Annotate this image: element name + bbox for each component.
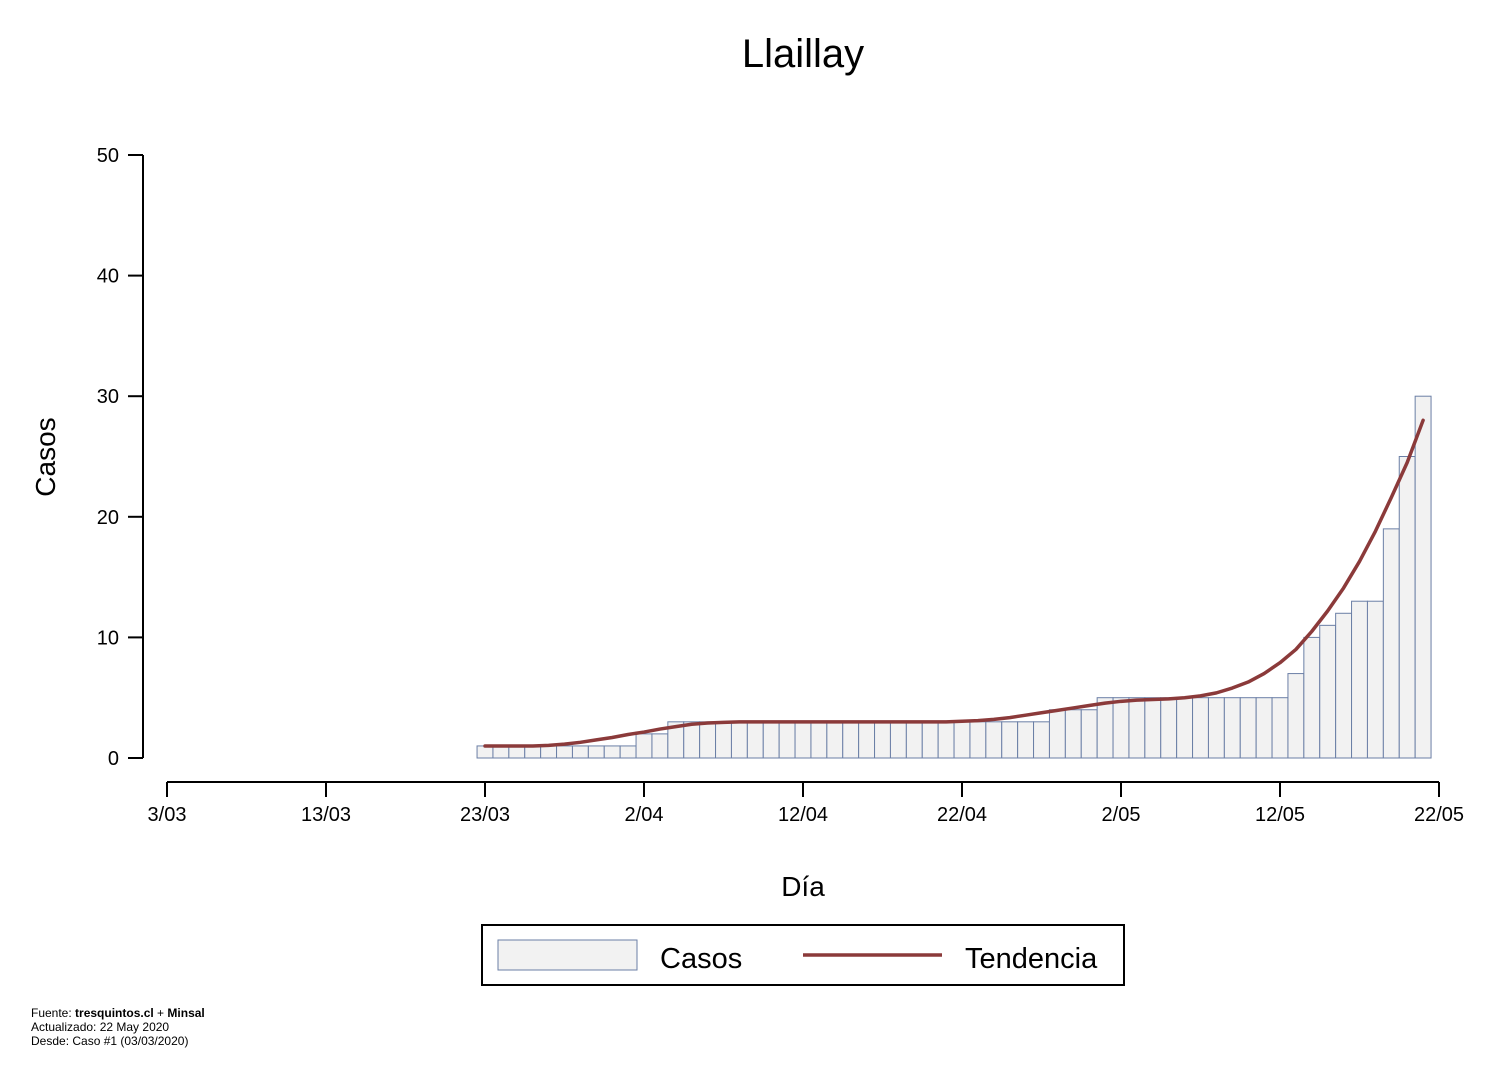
bar xyxy=(540,745,558,759)
bar xyxy=(778,721,796,759)
bar xyxy=(874,721,891,759)
x-tick-label: 23/03 xyxy=(460,804,510,826)
bar xyxy=(651,733,669,759)
footer-source: Fuente: tresquintos.cl + Minsal xyxy=(31,1006,205,1020)
chart-title: Llaillay xyxy=(742,32,864,76)
bar xyxy=(937,721,955,759)
bar xyxy=(1366,600,1384,759)
y-tick-label: 0 xyxy=(108,748,119,770)
bar xyxy=(1303,636,1321,759)
bar xyxy=(1112,697,1130,759)
bar xyxy=(1223,697,1241,759)
bar xyxy=(1096,697,1114,759)
bar xyxy=(953,721,971,759)
bar xyxy=(603,745,621,759)
bar xyxy=(683,721,701,759)
legend-swatch-casos xyxy=(497,939,638,971)
y-tick-label: 10 xyxy=(97,627,119,649)
bar xyxy=(858,721,876,759)
bar xyxy=(1414,395,1432,759)
bar xyxy=(1382,528,1400,759)
bar xyxy=(921,721,939,759)
bar xyxy=(1207,697,1225,759)
bar xyxy=(1255,697,1273,759)
x-tick-label: 13/03 xyxy=(301,804,351,826)
bar xyxy=(1144,697,1162,759)
bar xyxy=(556,745,573,759)
bar xyxy=(826,721,844,759)
footer-updated: Actualizado: 22 May 2020 xyxy=(31,1020,170,1034)
trend-line xyxy=(483,418,1425,748)
x-tick-label: 12/04 xyxy=(778,804,828,826)
bar xyxy=(715,721,732,759)
bar xyxy=(730,721,748,759)
bar xyxy=(1160,697,1178,759)
bar xyxy=(587,745,605,759)
bar xyxy=(619,745,637,759)
bar xyxy=(1017,721,1035,759)
bar xyxy=(635,733,653,759)
x-tick-label: 2/04 xyxy=(625,804,664,826)
x-axis-label: Día xyxy=(781,871,825,902)
bar xyxy=(508,745,526,759)
x-tick-label: 22/04 xyxy=(937,804,987,826)
bar xyxy=(1080,709,1098,759)
bar xyxy=(492,745,510,759)
legend-label-casos: Casos xyxy=(660,943,742,975)
x-tick-label: 2/05 xyxy=(1102,804,1141,826)
bar xyxy=(1239,697,1257,759)
bar xyxy=(969,721,987,759)
bar xyxy=(1335,612,1353,759)
bar xyxy=(1176,697,1194,759)
bar xyxy=(1064,709,1082,759)
footer: Fuente: tresquintos.cl + Minsal Actualiz… xyxy=(31,1006,205,1048)
y-axis-label: Casos xyxy=(30,417,61,496)
legend: Casos Tendencia xyxy=(481,924,1125,986)
x-tick-label: 3/03 xyxy=(148,804,187,826)
y-tick-label: 40 xyxy=(97,266,119,288)
bar xyxy=(842,721,860,759)
legend-label-tendencia: Tendencia xyxy=(965,943,1098,975)
bar xyxy=(1319,624,1337,759)
bar xyxy=(1271,697,1289,759)
bar xyxy=(1048,709,1066,759)
y-tick-label: 50 xyxy=(97,145,119,167)
y-tick-label: 30 xyxy=(97,386,119,408)
bar xyxy=(905,721,923,759)
x-ticks: 3/03 13/03 23/03 2/04 12/04 22/04 2/05 12/05 22/… xyxy=(148,782,1464,826)
bar xyxy=(1192,697,1209,759)
bar xyxy=(1351,600,1368,759)
bar xyxy=(699,721,717,759)
bar xyxy=(1033,721,1050,759)
bar xyxy=(1001,721,1019,759)
bar xyxy=(889,721,907,759)
x-tick-label: 22/05 xyxy=(1414,804,1464,826)
x-tick-label: 12/05 xyxy=(1255,804,1305,826)
bar xyxy=(571,745,589,759)
bar xyxy=(985,721,1003,759)
bar xyxy=(794,721,812,759)
bar xyxy=(1287,673,1305,759)
bar xyxy=(1128,697,1146,759)
bar xyxy=(746,721,764,759)
bar xyxy=(1398,456,1416,759)
bars xyxy=(476,395,1432,759)
bar xyxy=(476,745,494,759)
bar xyxy=(524,745,542,759)
y-tick-label: 20 xyxy=(97,507,119,529)
bar xyxy=(762,721,780,759)
bar xyxy=(810,721,828,759)
footer-since: Desde: Caso #1 (03/03/2020) xyxy=(31,1034,189,1048)
y-ticks: 0 10 20 30 40 50 xyxy=(97,145,143,770)
